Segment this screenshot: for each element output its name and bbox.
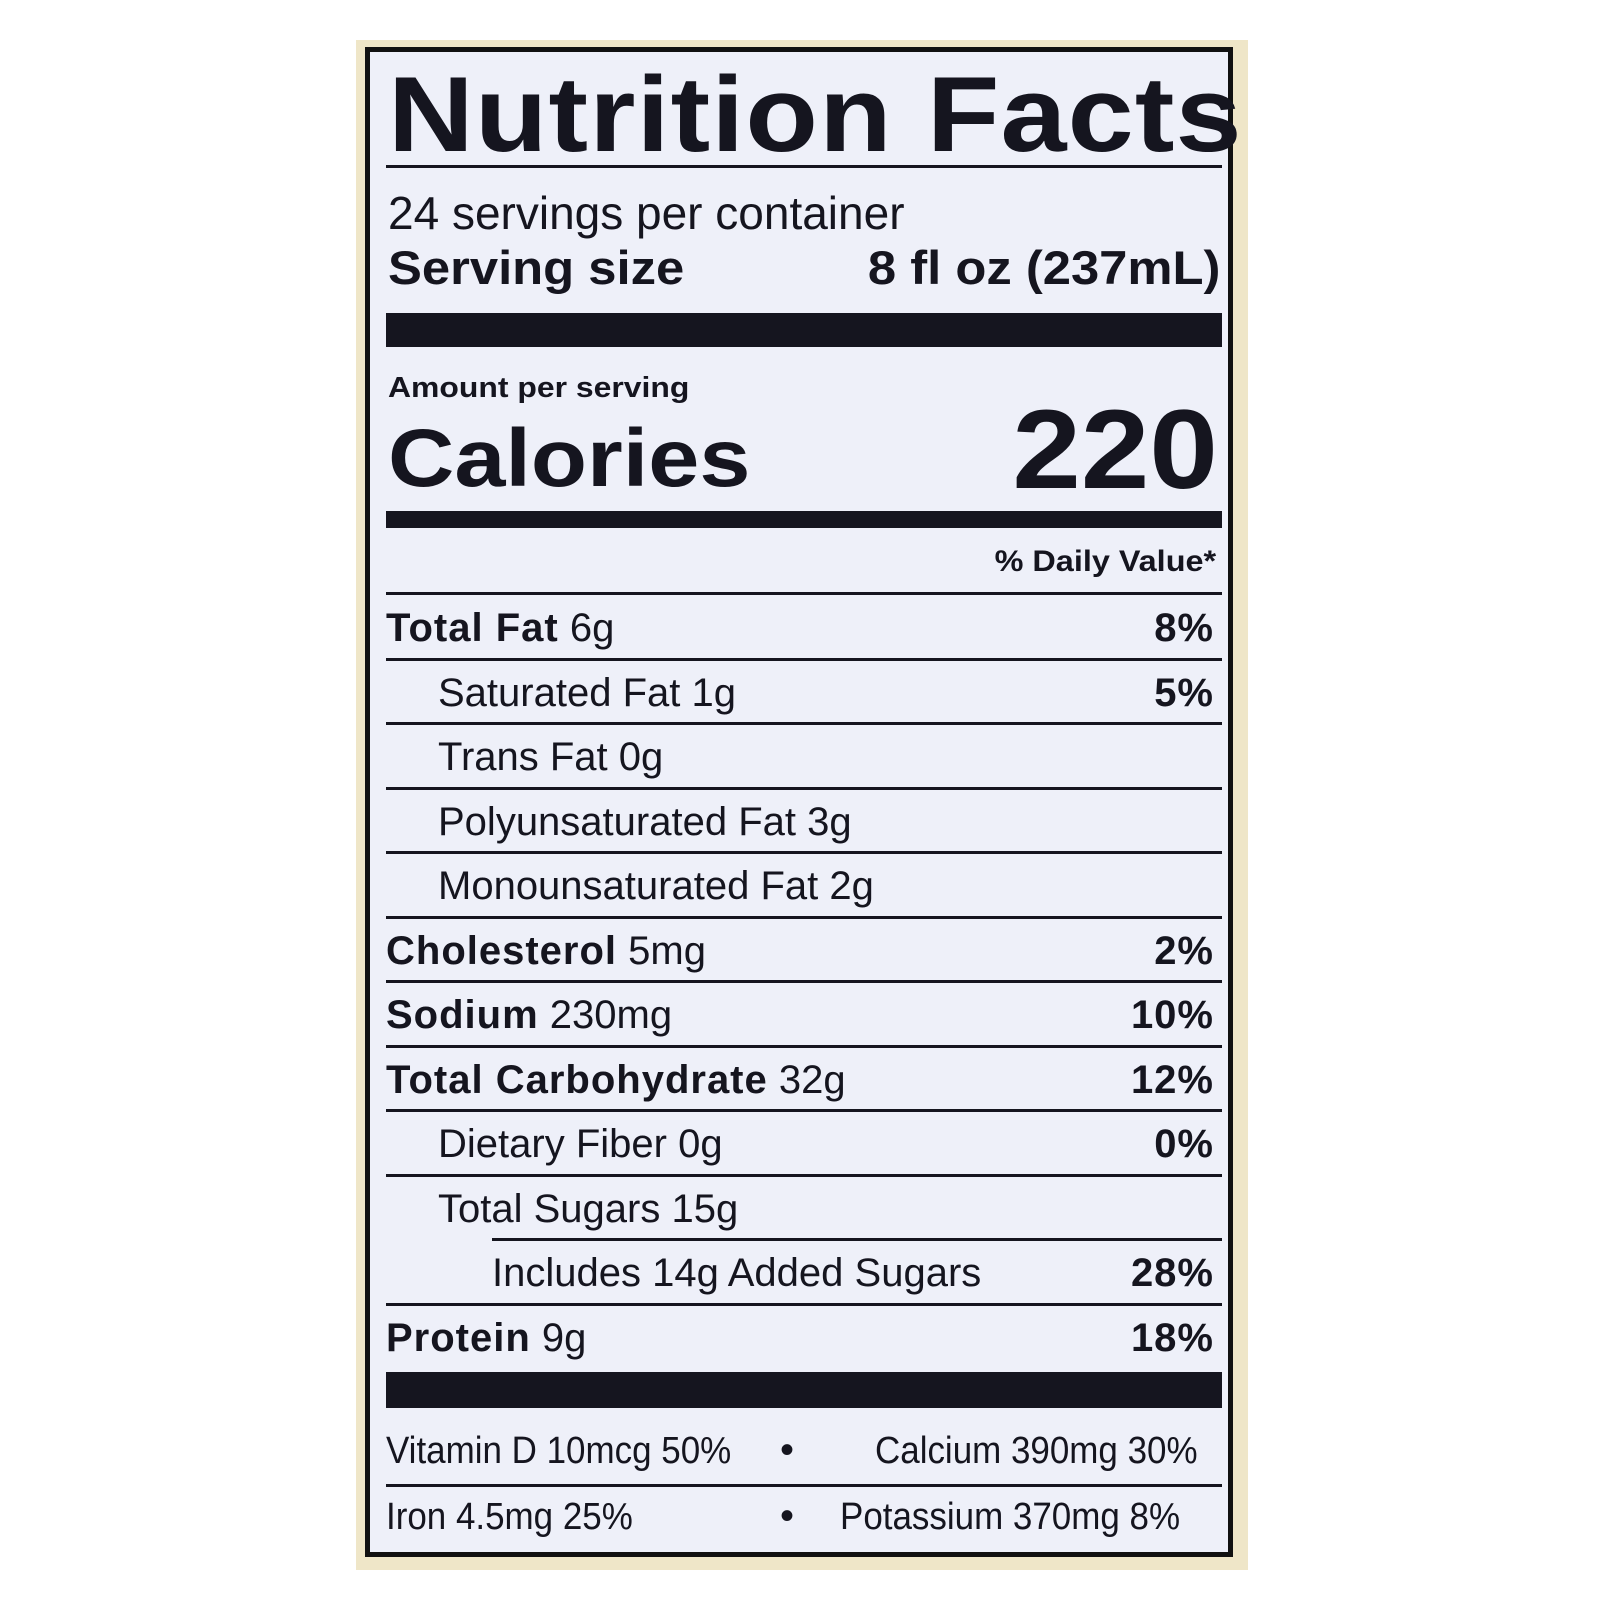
divider bbox=[386, 1484, 1222, 1487]
row-divider bbox=[386, 1044, 1222, 1048]
nutrient-name: Monounsaturated Fat 2g bbox=[438, 864, 874, 909]
nutrient-amount: 230mg bbox=[549, 993, 673, 1037]
nutrient-row: Total Fat 6g 8% bbox=[386, 596, 1222, 661]
nutrient-daily-value: 5% bbox=[1154, 670, 1214, 715]
nutrient-daily-value: 12% bbox=[1130, 1057, 1214, 1102]
nutrient-row: Total Sugars 15g bbox=[386, 1177, 1222, 1241]
row-divider bbox=[386, 1173, 1222, 1177]
divider bbox=[386, 165, 1222, 168]
row-divider bbox=[386, 657, 1222, 661]
nutrient-amount: 9g bbox=[541, 1315, 587, 1360]
nutrient-daily-value: 28% bbox=[1130, 1251, 1214, 1295]
nutrient-row: Cholesterol 5mg 2% bbox=[386, 919, 1222, 983]
nutrient-label: Saturated Fat bbox=[438, 670, 681, 715]
nutrient-daily-value: 8% bbox=[1154, 606, 1214, 650]
nutrient-amount: 5mg bbox=[628, 928, 706, 973]
calories-label: Calories bbox=[388, 413, 751, 504]
nutrient-label: Total Carbohydrate bbox=[386, 1057, 768, 1102]
serving-size-label: Serving size bbox=[388, 241, 685, 294]
nutrient-label: Total Fat bbox=[386, 606, 559, 650]
vitamin-d: Vitamin D 10mcg 50% bbox=[386, 1430, 732, 1472]
thick-divider bbox=[386, 1372, 1222, 1408]
nutrient-name: Polyunsaturated Fat 3g bbox=[438, 800, 852, 845]
serving-size-value: 8 fl oz (237mL) bbox=[867, 241, 1220, 294]
nutrient-table: Total Fat 6g 8% Saturated Fat 1g 5% Trans Fa… bbox=[386, 596, 1222, 1370]
nutrient-row: Protein 9g 18% bbox=[386, 1306, 1222, 1371]
nutrient-name: Includes 14g Added Sugars bbox=[492, 1251, 981, 1296]
nutrient-row: Total Carbohydrate 32g 12% bbox=[386, 1048, 1222, 1112]
nutrient-row: Includes 14g Added Sugars 28% bbox=[386, 1241, 1222, 1306]
thick-divider bbox=[386, 313, 1222, 347]
servings-per-container: 24 servings per container bbox=[388, 187, 905, 239]
divider bbox=[386, 592, 1222, 595]
nutrient-row: Monounsaturated Fat 2g bbox=[386, 854, 1222, 919]
row-divider bbox=[492, 1238, 1222, 1241]
nutrient-row: Polyunsaturated Fat 3g bbox=[386, 790, 1222, 854]
label-title: Nutrition Facts bbox=[388, 54, 1243, 174]
medium-divider bbox=[386, 511, 1222, 528]
nutrient-amount: 0g bbox=[678, 1122, 723, 1166]
nutrient-name: Total Sugars 15g bbox=[438, 1187, 738, 1232]
row-divider bbox=[386, 851, 1222, 854]
nutrient-name: Cholesterol 5mg bbox=[386, 929, 706, 974]
nutrient-name: Total Carbohydrate 32g bbox=[386, 1058, 846, 1103]
row-divider bbox=[386, 722, 1222, 725]
iron: Iron 4.5mg 25% bbox=[386, 1496, 633, 1538]
nutrient-name: Trans Fat 0g bbox=[438, 735, 663, 780]
nutrient-name: Protein 9g bbox=[386, 1316, 586, 1361]
calcium: Calcium 390mg 30% bbox=[875, 1430, 1198, 1472]
nutrient-row: Dietary Fiber 0g 0% bbox=[386, 1112, 1222, 1177]
calories-value: 220 bbox=[1012, 387, 1218, 512]
nutrient-row: Sodium 230mg 10% bbox=[386, 983, 1222, 1048]
row-divider bbox=[386, 1302, 1222, 1306]
nutrient-label: Protein bbox=[386, 1315, 531, 1360]
amount-per-serving: Amount per serving bbox=[388, 372, 690, 404]
row-divider bbox=[386, 786, 1222, 790]
nutrient-label: Includes 14g Added Sugars bbox=[492, 1251, 982, 1295]
nutrient-amount: 2g bbox=[829, 864, 874, 908]
nutrient-amount: 6g bbox=[569, 606, 615, 650]
daily-value-header: % Daily Value* bbox=[994, 545, 1216, 578]
nutrient-label: Trans Fat bbox=[438, 735, 608, 779]
nutrient-label: Monounsaturated Fat bbox=[438, 864, 819, 908]
nutrient-row: Trans Fat 0g bbox=[386, 725, 1222, 790]
nutrient-label: Sodium bbox=[386, 993, 539, 1037]
nutrient-amount: 32g bbox=[778, 1057, 846, 1102]
nutrient-name: Dietary Fiber 0g bbox=[438, 1122, 723, 1167]
nutrient-amount: 15g bbox=[671, 1186, 739, 1231]
bullet: • bbox=[780, 1494, 795, 1538]
nutrient-label: Dietary Fiber bbox=[438, 1122, 667, 1166]
potassium: Potassium 370mg 8% bbox=[840, 1496, 1181, 1538]
nutrient-amount: 1g bbox=[691, 670, 737, 715]
nutrient-label: Total Sugars bbox=[438, 1186, 661, 1231]
row-divider bbox=[386, 915, 1222, 919]
nutrient-label: Polyunsaturated Fat bbox=[438, 799, 796, 844]
nutrient-daily-value: 10% bbox=[1130, 993, 1214, 1037]
nutrient-name: Sodium 230mg bbox=[386, 993, 672, 1038]
nutrient-name: Total Fat 6g bbox=[386, 606, 614, 651]
nutrient-amount: 0g bbox=[618, 735, 664, 779]
nutrient-name: Saturated Fat 1g bbox=[438, 671, 736, 716]
row-divider bbox=[386, 1109, 1222, 1112]
nutrient-label: Cholesterol bbox=[386, 928, 618, 973]
nutrient-row: Saturated Fat 1g 5% bbox=[386, 661, 1222, 725]
bullet: • bbox=[780, 1428, 795, 1472]
nutrient-daily-value: 2% bbox=[1154, 928, 1214, 973]
row-divider bbox=[386, 980, 1222, 983]
nutrient-daily-value: 0% bbox=[1154, 1122, 1214, 1166]
nutrient-daily-value: 18% bbox=[1130, 1315, 1214, 1360]
nutrient-amount: 3g bbox=[807, 799, 852, 844]
